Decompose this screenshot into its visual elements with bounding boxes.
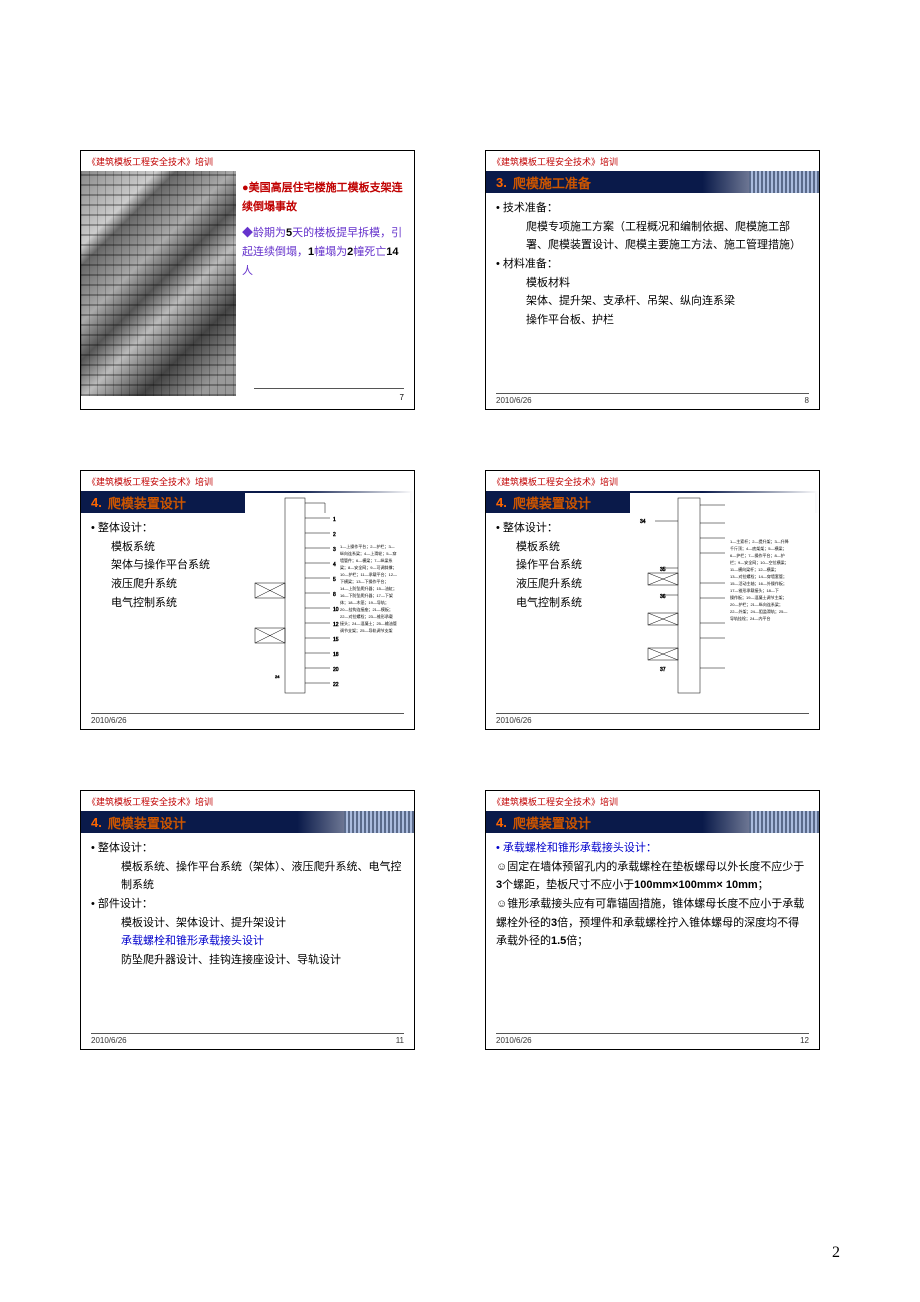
title-building-icon	[749, 811, 819, 833]
bullet-material: • 材料准备：	[496, 255, 809, 274]
svg-text:12: 12	[333, 622, 339, 628]
title-bar: 4. 爬模装置设计	[81, 811, 414, 833]
svg-text:纵向连系梁；4—上滑轮；5—穿: 纵向连系梁；4—上滑轮；5—穿	[340, 550, 396, 556]
svg-text:22—对拉螺栓；23—锥形承载: 22—对拉螺栓；23—锥形承载	[340, 613, 393, 619]
title-building-icon	[344, 811, 414, 833]
svg-text:15: 15	[333, 637, 339, 643]
bullet-overall: • 整体设计：	[91, 519, 221, 538]
smiley-icon: ☺固定在墙体预留孔内的承载螺栓在垫板螺母以外长度不应少于	[496, 861, 804, 873]
page-num: 12	[800, 1036, 809, 1045]
bullet-overall: • 整体设计：	[91, 839, 404, 858]
svg-text:1: 1	[333, 517, 336, 523]
slides-grid: 《建筑模板工程安全技术》培训 ●美国高层住宅楼施工模板支架连续倒塌事故 ◆龄期为…	[0, 30, 920, 1090]
svg-text:下横梁；13—下操作平台；: 下横梁；13—下操作平台；	[340, 578, 388, 584]
title-bar: 3. 爬模施工准备	[486, 171, 819, 193]
page-num: 11	[396, 1036, 404, 1045]
svg-text:调节支架；25—导轨调节支架: 调节支架；25—导轨调节支架	[340, 627, 392, 633]
date: 2010/6/26	[496, 1036, 532, 1045]
slide7-text: ●美国高层住宅楼施工模板支架连续倒塌事故 ◆龄期为5天的楼板提早拆模，引起连续倒…	[236, 171, 414, 410]
svg-text:10: 10	[333, 607, 339, 613]
accident-title: ●美国高层住宅楼施工模板支架连续倒塌事故	[242, 179, 408, 216]
svg-text:14—上防坠爬升器；15—油缸；: 14—上防坠爬升器；15—油缸；	[340, 585, 397, 591]
svg-text:导轨挂栓；24—内平台: 导轨挂栓；24—内平台	[730, 615, 770, 621]
svg-text:8: 8	[333, 592, 336, 598]
date: 2010/6/26	[496, 716, 532, 725]
svg-text:20—护栏；21—纵向连系梁；: 20—护栏；21—纵向连系梁；	[730, 601, 783, 607]
svg-text:22—外架；24—阻监滑轨；25—: 22—外架；24—阻监滑轨；25—	[730, 608, 787, 614]
svg-text:37: 37	[660, 667, 666, 673]
svg-text:1—上操作平台；2—护栏；3—: 1—上操作平台；2—护栏；3—	[340, 543, 395, 549]
svg-text:2: 2	[333, 532, 336, 538]
slide-header: 《建筑模板工程安全技术》培训	[81, 151, 414, 171]
bolt-design-link: 承载螺栓和锥形承载接头设计	[91, 932, 404, 951]
svg-text:24: 24	[275, 674, 280, 679]
slide-header: 《建筑模板工程安全技术》培训	[486, 151, 819, 171]
slide-header: 《建筑模板工程安全技术》培训	[486, 791, 819, 811]
svg-text:栏；9—安全网；10—空位横梁；: 栏；9—安全网；10—空位横梁；	[730, 559, 789, 565]
svg-text:体；18—木笼；19—导轨；: 体；18—木笼；19—导轨；	[340, 599, 389, 605]
slide-12: 《建筑模板工程安全技术》培训 4. 爬模装置设计 • 承载螺栓和锥形承载接头设计…	[485, 790, 820, 1050]
title-building-icon	[749, 171, 819, 193]
svg-text:11—横向梁杆；12—横梁；: 11—横向梁杆；12—横梁；	[730, 566, 779, 572]
slide-11: 《建筑模板工程安全技术》培训 4. 爬模装置设计 • 整体设计： 模板系统、操作…	[80, 790, 415, 1050]
bullet-tech: • 技术准备：	[496, 199, 809, 218]
svg-text:17—锥形承载接头；18—下: 17—锥形承载接头；18—下	[730, 587, 779, 593]
slide-header: 《建筑模板工程安全技术》培训	[81, 791, 414, 811]
svg-text:操作板；19—混凝土调节主架；: 操作板；19—混凝土调节主架；	[730, 594, 786, 600]
svg-text:13—对拉螺栓；14—穿墙套管；: 13—对拉螺栓；14—穿墙套管；	[730, 573, 787, 579]
svg-text:3: 3	[333, 547, 336, 553]
svg-text:5: 5	[333, 577, 336, 583]
svg-text:梁；8—安全网；9—可调斜撑；: 梁；8—安全网；9—可调斜撑；	[340, 564, 396, 570]
slide-8: 《建筑模板工程安全技术》培训 3. 爬模施工准备 • 技术准备： 爬模专项施工方…	[485, 150, 820, 410]
diamond-bullet: ◆龄期为	[242, 227, 286, 239]
bullet-parts: • 部件设计：	[91, 895, 404, 914]
date: 2010/6/26	[91, 1036, 127, 1045]
svg-text:36: 36	[660, 594, 666, 600]
svg-text:15—活动主轴；16—外操作板；: 15—活动主轴；16—外操作板；	[730, 580, 787, 586]
svg-text:千斤顶；4—底架架；5—横梁；: 千斤顶；4—底架架；5—横梁；	[730, 545, 786, 551]
svg-text:1—主索杆；2—提升架；3—升降: 1—主索杆；2—提升架；3—升降	[730, 538, 789, 544]
svg-text:墙管件；6—横梁；7—纵梁系: 墙管件；6—横梁；7—纵梁系	[340, 557, 392, 563]
collapse-photo	[81, 171, 236, 396]
slide-header: 《建筑模板工程安全技术》培训	[81, 471, 414, 491]
slide-9: 《建筑模板工程安全技术》培训 4. 爬模装置设计 • 整体设计： 模板系统 架体…	[80, 470, 415, 730]
bolt-heading: • 承载螺栓和锥形承载接头设计：	[496, 839, 809, 858]
date: 2010/6/26	[496, 396, 532, 405]
svg-text:20: 20	[333, 667, 339, 673]
date: 2010/6/26	[91, 716, 127, 725]
title-bar: 4. 爬模装置设计	[486, 811, 819, 833]
svg-text:34: 34	[640, 519, 646, 525]
slide-header: 《建筑模板工程安全技术》培训	[486, 471, 819, 491]
svg-text:20—挂钩连接座；21—模板；: 20—挂钩连接座；21—模板；	[340, 606, 393, 612]
bullet-overall: • 整体设计：	[496, 519, 611, 538]
svg-text:4: 4	[333, 562, 336, 568]
svg-text:35: 35	[660, 567, 666, 573]
document-page-number: 2	[832, 1244, 840, 1262]
page-num: 8	[805, 396, 809, 405]
slide-7: 《建筑模板工程安全技术》培训 ●美国高层住宅楼施工模板支架连续倒塌事故 ◆龄期为…	[80, 150, 415, 410]
climbing-formwork-diagram-2: 34 35 36 37	[630, 493, 815, 703]
svg-text:6—护栏；7—操作平台；8—护: 6—护栏；7—操作平台；8—护	[730, 552, 785, 558]
page-num: 7	[254, 388, 404, 405]
svg-text:16—下防坠爬升器；17—下架: 16—下防坠爬升器；17—下架	[340, 592, 393, 598]
svg-text:接头；24—混凝土；25—输油管: 接头；24—混凝土；25—输油管	[340, 620, 397, 626]
climbing-formwork-diagram-1: 1 2 3 4 5 8 10 12 15 18 20 22 24	[245, 493, 410, 703]
svg-text:18: 18	[333, 652, 339, 658]
svg-text:10—护栏；11—承载平台；12—: 10—护栏；11—承载平台；12—	[340, 571, 397, 577]
svg-text:22: 22	[333, 682, 339, 688]
slide-10: 《建筑模板工程安全技术》培训 4. 爬模装置设计 • 整体设计： 模板系统 操作…	[485, 470, 820, 730]
